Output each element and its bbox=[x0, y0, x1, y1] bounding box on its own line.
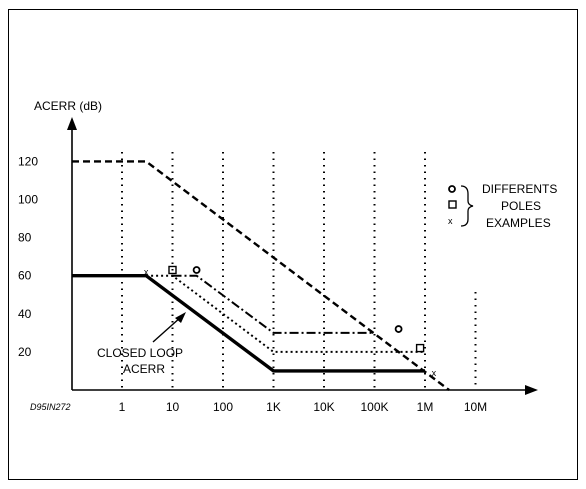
markers-group: xx bbox=[144, 265, 437, 378]
closed-loop-annotation: CLOSED LOOP ACERR bbox=[97, 312, 186, 376]
marker-circle-3 bbox=[394, 325, 403, 333]
legend-line3: EXAMPLES bbox=[486, 216, 551, 230]
series-solid-thick bbox=[72, 274, 425, 373]
series-group bbox=[72, 160, 450, 391]
y-tick-100: 100 bbox=[18, 193, 38, 207]
legend-brace bbox=[460, 185, 474, 227]
x-tick-10K: 10K bbox=[313, 400, 334, 414]
marker-square-4 bbox=[415, 343, 425, 353]
series-dashed bbox=[72, 160, 450, 391]
figure-code: D95IN272 bbox=[30, 402, 71, 412]
poles-legend: x DIFFERENTS POLES EXAMPLES bbox=[448, 182, 557, 230]
marker-circle-2 bbox=[192, 266, 201, 274]
y-tick-120: 120 bbox=[18, 154, 38, 168]
x-tick-1M: 1M bbox=[417, 400, 434, 414]
y-tick-80: 80 bbox=[18, 231, 32, 245]
marker-square-1 bbox=[168, 265, 177, 275]
x-axis-arrow bbox=[525, 385, 538, 395]
x-tick-10M: 10M bbox=[464, 400, 487, 414]
closed-loop-line1: CLOSED LOOP bbox=[97, 346, 183, 360]
legend-line1: DIFFERENTS bbox=[482, 182, 557, 196]
y-tick-20: 20 bbox=[18, 345, 32, 359]
legend-x-marker: x bbox=[448, 216, 453, 226]
tick-labels: 1 10 100 1K 10K 100K 1M 10M 20 40 60 80 100 120 bbox=[18, 154, 487, 414]
legend-circle-marker bbox=[448, 185, 456, 193]
axes bbox=[67, 117, 538, 395]
legend-line2: POLES bbox=[501, 199, 541, 213]
legend-square-marker bbox=[448, 200, 457, 209]
marker-x-0: x bbox=[144, 267, 149, 277]
y-axis-arrow bbox=[67, 117, 77, 130]
y-axis-label: ACERR (dB) bbox=[34, 99, 102, 113]
x-tick-1K: 1K bbox=[266, 400, 281, 414]
closed-loop-arrow bbox=[152, 312, 186, 343]
series-dash-dot bbox=[172, 274, 375, 334]
x-tick-1: 1 bbox=[119, 400, 126, 414]
marker-x-5: x bbox=[432, 368, 437, 378]
grid bbox=[121, 152, 477, 390]
y-tick-60: 60 bbox=[18, 269, 32, 283]
series-dotted bbox=[146, 274, 425, 353]
x-tick-100: 100 bbox=[213, 400, 233, 414]
closed-loop-line2: ACERR bbox=[123, 362, 165, 376]
x-tick-100K: 100K bbox=[360, 400, 388, 414]
figure-frame bbox=[8, 9, 578, 480]
x-tick-10: 10 bbox=[166, 400, 180, 414]
y-tick-40: 40 bbox=[18, 307, 32, 321]
